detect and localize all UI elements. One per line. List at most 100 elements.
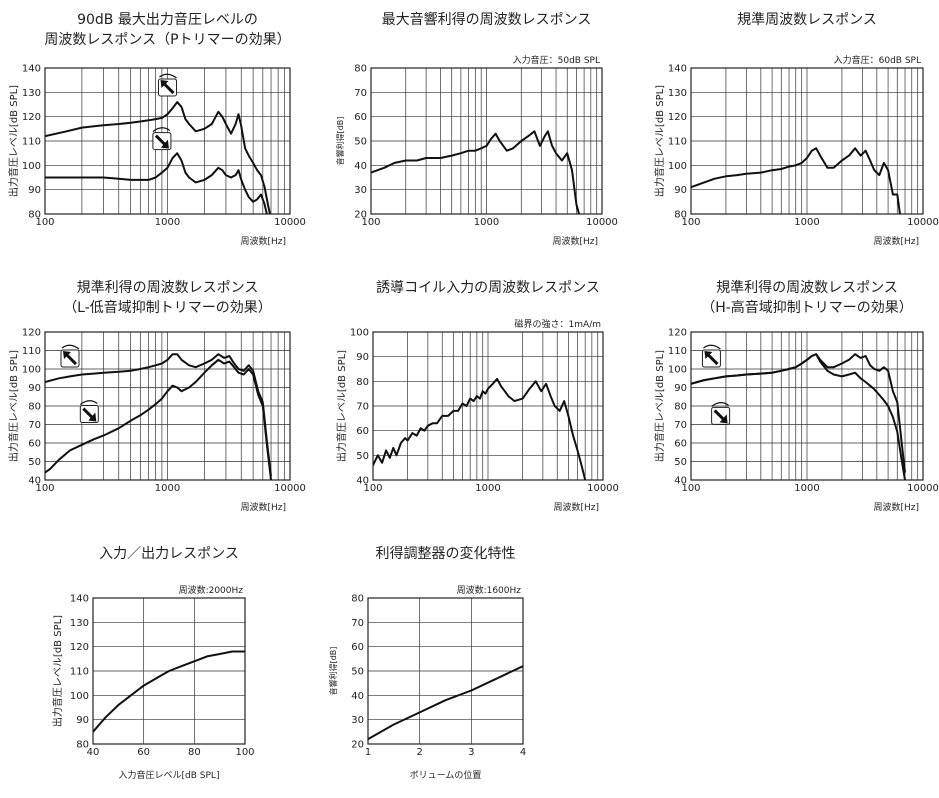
chart-c4-ytick-3: 70 bbox=[28, 420, 41, 431]
chart-c6-ytick-4: 80 bbox=[674, 402, 687, 413]
chart-c6-series-1-line bbox=[691, 353, 906, 480]
chart-c1-xtick-1: 1000 bbox=[155, 217, 180, 228]
chart-c5: 誘導コイル入力の周波数レスポンス 磁界の強さ：1mA/m 40 50 60 70 80 90 1… bbox=[313, 266, 626, 532]
chart-c3-xtick-0: 100 bbox=[681, 217, 700, 228]
chart-c7-xtick-2: 80 bbox=[188, 747, 201, 758]
chart-c1-xtick-0: 100 bbox=[35, 217, 54, 228]
chart-c2-series-0-line bbox=[371, 130, 581, 214]
chart-c3-grid bbox=[691, 68, 923, 214]
chart-c4-xtick-0: 100 bbox=[35, 483, 54, 494]
chart-c6-ytick-0: 40 bbox=[674, 476, 687, 487]
chart-c6-ytick-5: 90 bbox=[674, 383, 687, 394]
chart-c5-plot-area bbox=[372, 331, 604, 481]
chart-c8-ylabel: 音響利得[dB] bbox=[328, 647, 338, 696]
chart-c3-ytick-5: 130 bbox=[668, 88, 687, 99]
chart-c1-xtick-2: 10000 bbox=[274, 217, 306, 228]
chart-c5-ytick-5: 90 bbox=[356, 352, 369, 363]
chart-c5-xtick-2: 10000 bbox=[587, 483, 619, 494]
chart-c7-ylabel: 出力音圧レベル[dB SPL] bbox=[51, 615, 64, 727]
chart-c1-ytick-6: 140 bbox=[22, 64, 41, 75]
chart-c6-ytick-3: 70 bbox=[674, 420, 687, 431]
chart-c1-ytick-0: 80 bbox=[28, 210, 41, 221]
chart-c2-xtick-0: 100 bbox=[361, 217, 380, 228]
chart-c1-trimmer-cw-icon-1 bbox=[152, 127, 172, 151]
chart-c2-note: 入力音圧：50dB SPL bbox=[513, 54, 600, 66]
chart-c6-title-line-1: （H-高音域抑制トリマーの効果） bbox=[701, 299, 913, 316]
chart-c4-grid bbox=[45, 332, 290, 480]
chart-c4-xtick-1: 1000 bbox=[155, 483, 180, 494]
chart-c2-ytick-0: 20 bbox=[354, 210, 367, 221]
chart-c8-title-line-0: 利得調整器の変化特性 bbox=[376, 545, 516, 562]
chart-c2-ytick-6: 80 bbox=[354, 64, 367, 75]
chart-c7-ytick-5: 130 bbox=[70, 618, 89, 629]
chart-c8: 利得調整器の変化特性 周波数:1600Hz 20 30 40 50 60 70 80 1 2 3 4 ボリ… bbox=[313, 532, 626, 798]
chart-c5-series-0-line bbox=[373, 377, 587, 480]
chart-c4-ytick-6: 100 bbox=[22, 365, 41, 376]
chart-c2-ytick-3: 50 bbox=[354, 137, 367, 148]
chart-c8-ytick-6: 80 bbox=[351, 594, 364, 605]
chart-c3-ytick-2: 100 bbox=[668, 161, 687, 172]
chart-c2-ytick-4: 60 bbox=[354, 112, 367, 123]
chart-c7-series-0-line bbox=[93, 650, 245, 733]
chart-c5-title-line-0: 誘導コイル入力の周波数レスポンス bbox=[376, 280, 600, 296]
chart-c8-xlabel: ボリュームの位置 bbox=[410, 769, 482, 781]
chart-c1-series-1-line bbox=[45, 152, 268, 214]
chart-c3: 規準周波数レスポンス 入力音圧：60dB SPL 80 90 100 110 120 130 1… bbox=[626, 0, 939, 266]
chart-c8-ytick-5: 70 bbox=[351, 618, 364, 629]
chart-c4-ytick-4: 80 bbox=[28, 402, 41, 413]
chart-c4-series-0-line bbox=[45, 353, 272, 477]
chart-c6-svg: 規準利得の周波数レスポンス （H-高音域抑制トリマーの効果） 40 50 60 70 80 9… bbox=[653, 279, 939, 513]
chart-c4-ytick-7: 110 bbox=[22, 346, 41, 357]
chart-c1-ytick-5: 130 bbox=[22, 88, 41, 99]
chart-c8-xtick-2: 3 bbox=[468, 747, 474, 758]
chart-c4-title-line-0: 規準利得の周波数レスポンス bbox=[77, 279, 259, 296]
chart-c1-title-line-1: 周波数レスポンス（Pトリマーの効果） bbox=[44, 32, 290, 48]
chart-c6-ytick-2: 60 bbox=[674, 439, 687, 450]
chart-c4-ytick-8: 120 bbox=[22, 328, 41, 339]
chart-c7-ytick-3: 110 bbox=[70, 667, 89, 678]
chart-c3-ytick-0: 80 bbox=[674, 210, 687, 221]
chart-c8-grid bbox=[368, 598, 523, 744]
chart-c3-series-0-line bbox=[691, 147, 901, 214]
chart-c5-note: 磁界の強さ：1mA/m bbox=[515, 318, 601, 330]
chart-c1-trimmer-ccw-icon-0 bbox=[158, 73, 177, 97]
chart-c6-ytick-7: 110 bbox=[668, 346, 687, 357]
chart-c6-ytick-8: 120 bbox=[668, 328, 687, 339]
chart-c8-ytick-4: 60 bbox=[351, 642, 364, 653]
chart-c7-ytick-0: 80 bbox=[76, 740, 89, 751]
chart-c3-xlabel: 周波数[Hz] bbox=[873, 235, 919, 247]
chart-c1-title-line-0: 90dB 最大出力音圧レベルの bbox=[77, 11, 258, 28]
chart-c5-ytick-6: 100 bbox=[350, 328, 369, 339]
chart-c2-xtick-2: 10000 bbox=[586, 217, 618, 228]
chart-c6-ylabel: 出力音圧レベル[dB SPL] bbox=[653, 350, 666, 462]
chart-c4-ylabel: 出力音圧レベル[dB SPL] bbox=[7, 350, 20, 462]
chart-c1-ytick-1: 90 bbox=[28, 185, 41, 196]
chart-c4-svg: 規準利得の周波数レスポンス （L-低音域抑制トリマーの効果） 40 50 60 70 80 9… bbox=[7, 279, 306, 513]
chart-c8-ytick-2: 40 bbox=[351, 691, 364, 702]
chart-c6: 規準利得の周波数レスポンス （H-高音域抑制トリマーの効果） 40 50 60 70 80 9… bbox=[626, 266, 939, 532]
chart-c2-ylabel: 音響利得[dB] bbox=[335, 117, 345, 166]
chart-c3-xtick-2: 10000 bbox=[907, 217, 939, 228]
chart-c4-ytick-0: 40 bbox=[28, 476, 41, 487]
chart-c7-title-line-0: 入力／出力レスポンス bbox=[99, 546, 239, 562]
chart-c6-plot-area bbox=[690, 331, 924, 481]
chart-c7-ytick-4: 120 bbox=[70, 642, 89, 653]
chart-c4-ytick-5: 90 bbox=[28, 383, 41, 394]
chart-c1-ylabel: 出力音圧レベル[dB SPL] bbox=[7, 85, 20, 197]
chart-c7-plot-area bbox=[92, 597, 246, 745]
chart-c2-grid bbox=[371, 68, 602, 214]
chart-c2-xtick-1: 1000 bbox=[474, 217, 499, 228]
chart-c1-plot-area bbox=[44, 67, 291, 215]
chart-c2: 最大音響利得の周波数レスポンス 入力音圧：50dB SPL 20 30 40 50 60 70… bbox=[313, 0, 626, 266]
chart-c4-trimmer-cw-icon-1 bbox=[79, 400, 99, 424]
chart-c2-plot-area bbox=[370, 67, 603, 215]
chart-c1-ytick-3: 110 bbox=[22, 137, 41, 148]
chart-c3-note: 入力音圧：60dB SPL bbox=[834, 54, 921, 66]
chart-c2-xlabel: 周波数[Hz] bbox=[552, 235, 598, 247]
chart-c2-ytick-1: 30 bbox=[354, 185, 367, 196]
chart-c1: 90dB 最大出力音圧レベルの周波数レスポンス（Pトリマーの効果） 80 90 100… bbox=[0, 0, 313, 266]
